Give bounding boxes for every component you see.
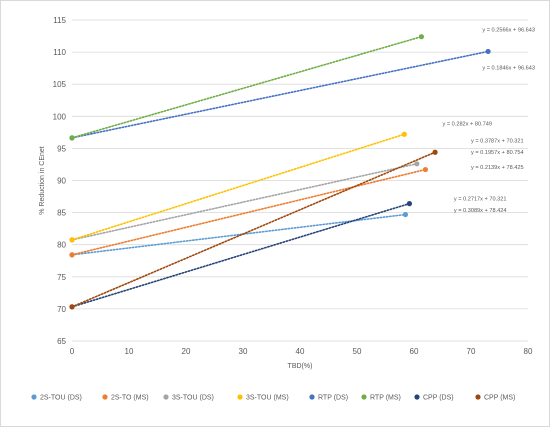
data-point	[418, 34, 425, 40]
legend-label: CPP (DS)	[423, 395, 454, 402]
legend-marker	[31, 394, 37, 400]
series-7	[69, 149, 438, 310]
trendline-equation: y = 0.1957x + 80.754	[471, 150, 524, 156]
axis-layer: 65 70 75 80 85 90 95 100 105 110 115 0 10 20 30 40 50 60 7…	[39, 16, 533, 370]
legend-marker	[237, 394, 243, 400]
x-tick-label: 20	[182, 347, 191, 356]
x-tick-label: 40	[296, 347, 305, 356]
legend-marker	[475, 394, 481, 400]
y-tick-label: 85	[57, 209, 66, 218]
legend-label: 2S-TOU (DS)	[40, 395, 82, 402]
legend-label: RTP (MS)	[370, 395, 401, 402]
legend-item: 3S-TOU (DS)	[163, 394, 214, 402]
label-layer: y = 0.2566x + 96.643 y = 0.1846x + 96.643…	[443, 28, 535, 214]
trendline	[71, 168, 427, 256]
legend-label: 2S-TO (MS)	[111, 395, 149, 402]
x-tick-label: 30	[239, 347, 248, 356]
x-tick-label: 0	[70, 347, 75, 356]
data-point	[69, 304, 75, 310]
x-tick-label: 10	[125, 347, 134, 356]
legend-item: 3S-TOU (MS)	[237, 394, 289, 402]
trendline-equation: y = 0.3787x + 70.321	[471, 139, 524, 145]
legend-marker	[163, 394, 169, 400]
x-axis-title: TBD(%)	[288, 363, 313, 370]
trendline	[71, 151, 436, 308]
data-point	[69, 237, 75, 243]
trendline	[71, 133, 406, 241]
legend-item: RTP (MS)	[361, 394, 401, 402]
y-tick-label: 110	[53, 48, 66, 57]
series-6	[69, 201, 413, 310]
y-axis-title: % Reduction in CEnet	[39, 146, 46, 215]
data-point	[432, 149, 438, 155]
x-tick-label: 50	[353, 347, 362, 356]
series-4	[69, 48, 491, 141]
legend-item: RTP (DS)	[309, 394, 348, 402]
data-point	[422, 166, 428, 173]
x-tick-label: 60	[410, 347, 419, 356]
trendline-equation: y = 0.2139x + 78.425	[471, 165, 524, 171]
legend-label: 3S-TOU (DS)	[172, 395, 214, 402]
trendline	[71, 35, 423, 139]
legend-item: CPP (MS)	[475, 394, 515, 402]
grid-layer	[72, 19, 528, 342]
y-tick-label: 95	[57, 144, 66, 153]
y-tick-label: 70	[57, 305, 66, 314]
y-tick-label: 115	[53, 16, 66, 25]
legend-label: RTP (DS)	[318, 395, 348, 402]
trendline-equation: y = 0.3089x + 78.424	[454, 208, 507, 214]
trendline	[71, 202, 411, 308]
trendline	[71, 50, 489, 139]
legend-item: 2S-TO (MS)	[102, 394, 149, 402]
series-5	[69, 34, 425, 141]
legend-item: CPP (DS)	[414, 394, 454, 402]
legend-label: 3S-TOU (MS)	[246, 395, 289, 402]
legend-marker	[102, 394, 108, 400]
data-point	[69, 135, 75, 141]
y-tick-label: 90	[57, 177, 66, 186]
data-point	[414, 161, 420, 167]
data-point	[406, 201, 413, 207]
trendline	[71, 163, 418, 241]
x-tick-label: 80	[524, 347, 533, 356]
trendline-equation: y = 0.2717x + 70.321	[454, 196, 507, 202]
trendline-equation: y = 0.282x + 80.749	[443, 121, 492, 127]
legend-marker	[414, 394, 420, 400]
x-tick-label: 70	[467, 347, 476, 356]
legend-label: CPP (MS)	[484, 395, 515, 402]
legend-marker	[309, 394, 315, 400]
series-layer	[69, 34, 491, 310]
y-tick-label: 80	[57, 241, 66, 250]
series-1	[69, 166, 428, 258]
legend-marker	[361, 394, 367, 400]
legend-layer: 2S-TOU (DS) 2S-TO (MS) 3S-TOU (DS) 3S-TOU (…	[31, 394, 515, 402]
y-tick-label: 100	[53, 112, 67, 121]
y-tick-label: 105	[53, 80, 67, 89]
series-3	[69, 131, 407, 243]
trendline-equation: y = 0.2566x + 96.643	[482, 28, 535, 34]
legend-item: 2S-TOU (DS)	[31, 394, 82, 402]
y-tick-label: 75	[57, 273, 66, 282]
y-tick-label: 65	[57, 337, 66, 346]
data-point	[485, 48, 491, 55]
series-2	[69, 161, 420, 243]
data-point	[401, 131, 407, 137]
trendline-equation: y = 0.1846x + 96.643	[482, 65, 535, 71]
data-point	[69, 252, 75, 258]
data-point	[402, 211, 409, 218]
